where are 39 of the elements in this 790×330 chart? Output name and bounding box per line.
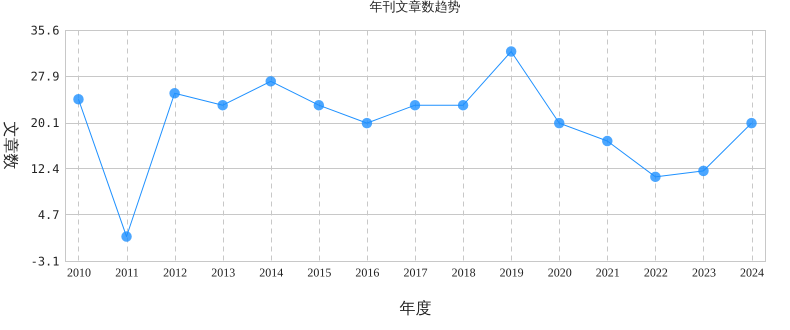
point bbox=[266, 76, 276, 87]
point bbox=[458, 100, 468, 110]
y-axis-title: 文章数 bbox=[2, 122, 20, 170]
y-tick-label: -3.1 bbox=[30, 254, 60, 268]
point bbox=[169, 88, 180, 99]
x-tick-label: 2018 bbox=[452, 266, 476, 280]
point bbox=[362, 118, 372, 128]
point bbox=[746, 118, 757, 128]
x-axis-title: 年度 bbox=[400, 300, 432, 318]
point bbox=[602, 136, 613, 146]
point bbox=[73, 94, 84, 104]
y-tick-label: 27.9 bbox=[30, 69, 60, 84]
point bbox=[217, 100, 228, 110]
point bbox=[410, 100, 420, 110]
x-tick-label: 2015 bbox=[307, 266, 332, 280]
x-tick-label: 2011 bbox=[115, 266, 139, 280]
x-tick-label: 2022 bbox=[644, 266, 668, 280]
x-tick-label: 2019 bbox=[500, 266, 524, 280]
y-tick-label: 4.7 bbox=[38, 208, 60, 222]
x-tick-label: 2023 bbox=[692, 266, 716, 280]
point bbox=[554, 118, 564, 128]
x-tick-label: 2012 bbox=[163, 266, 188, 280]
x-tick-label: 2024 bbox=[740, 266, 764, 280]
x-tick-label: 2014 bbox=[259, 266, 284, 280]
point bbox=[506, 46, 516, 57]
y-tick-label: 20.1 bbox=[30, 116, 60, 130]
point bbox=[698, 166, 709, 176]
x-tick-label: 2020 bbox=[548, 266, 572, 280]
x-tick-label: 2010 bbox=[66, 266, 91, 280]
x-tick-label: 2016 bbox=[355, 266, 380, 280]
y-tick-label: 12.4 bbox=[30, 162, 60, 176]
point bbox=[314, 100, 324, 110]
point bbox=[650, 172, 661, 182]
y-tick-label: 35.6 bbox=[30, 24, 60, 38]
x-tick-label: 2017 bbox=[404, 266, 428, 280]
point bbox=[121, 231, 132, 242]
chart-title: 年刊文章数趋势 bbox=[370, 0, 460, 14]
x-tick-label: 2021 bbox=[596, 266, 620, 280]
x-tick-label: 2013 bbox=[211, 266, 236, 280]
